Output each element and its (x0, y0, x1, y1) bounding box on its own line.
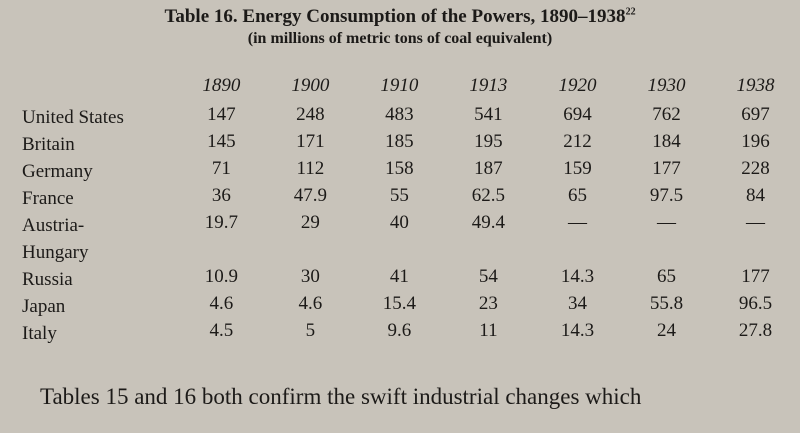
cell: 65 (567, 185, 587, 206)
row-label: Japan (22, 296, 66, 317)
cell: 483 (385, 104, 414, 125)
cell: 541 (474, 104, 503, 125)
cell: 697 (741, 104, 770, 125)
table-row: Britain 145 171 185 195 212 184 196 (22, 131, 800, 158)
cell: 171 (296, 131, 325, 152)
cell: 62.5 (471, 185, 506, 206)
cell: 29 (300, 212, 320, 233)
cell: 96.5 (738, 293, 773, 314)
column-header: 1920 (558, 75, 597, 96)
cell: 97.5 (649, 185, 684, 206)
cell: 184 (652, 131, 681, 152)
cell: 15.4 (382, 293, 417, 314)
cell: 71 (211, 158, 231, 179)
cell: 36 (211, 185, 231, 206)
row-label: Russia (22, 269, 73, 290)
cell: 30 (300, 266, 320, 287)
cell: 762 (652, 104, 681, 125)
cell: 196 (741, 131, 770, 152)
corner (22, 68, 177, 104)
table-row: United States 147 248 483 541 694 762 697 (22, 104, 800, 131)
cell: 10.9 (204, 266, 238, 287)
table-row: Russia 10.9 30 41 54 14.3 65 177 (22, 266, 800, 293)
column-header: 1930 (647, 75, 686, 96)
cell: 248 (296, 104, 325, 125)
row-label: United States (22, 107, 124, 128)
row-label: Italy (22, 323, 57, 344)
cell: 14.3 (560, 320, 595, 341)
row-label: Austria- Hungary (22, 215, 89, 263)
cell: 9.6 (387, 320, 412, 341)
column-header: 1900 (291, 75, 330, 96)
cell: 5 (305, 320, 316, 341)
column-header: 1913 (469, 75, 508, 96)
column-header: 1890 (202, 75, 241, 96)
cell: 19.7 (204, 212, 238, 233)
cell: 112 (296, 158, 325, 179)
row-label: Germany (22, 161, 93, 182)
cell: 158 (385, 158, 414, 179)
cell: 23 (478, 293, 498, 314)
cell: 145 (207, 131, 236, 152)
header-row: 1890 1900 1910 1913 1920 1930 1938 (22, 68, 800, 104)
cell: 228 (741, 158, 770, 179)
table-row: France 36 47.9 55 62.5 65 97.5 84 (22, 185, 800, 212)
cell: 4.5 (209, 320, 234, 341)
cell: — (745, 212, 765, 233)
cell: 177 (741, 266, 770, 287)
row-label: France (22, 188, 74, 209)
cell: 47.9 (293, 185, 328, 206)
cell: 147 (207, 104, 236, 125)
row-label: Britain (22, 134, 75, 155)
cell: 159 (563, 158, 592, 179)
column-header: 1910 (380, 75, 419, 96)
table-subtitle: (in millions of metric tons of coal equi… (247, 30, 553, 47)
table-row: Germany 71 112 158 187 159 177 228 (22, 158, 800, 185)
cell: 41 (389, 266, 409, 287)
cell: — (656, 212, 676, 233)
data-table: 1890 1900 1910 1913 1920 1930 1938 United State… (22, 68, 800, 347)
note-mark: 22 (625, 6, 636, 18)
cell: 55.8 (649, 293, 684, 314)
cell: 65 (656, 266, 676, 287)
cell: — (567, 212, 587, 233)
cell: 14.3 (560, 266, 595, 287)
title-text: Table 16. Energy Consumption of the Powe… (164, 6, 626, 27)
cell: 11 (479, 320, 498, 341)
body-text: Tables 15 and 16 both confirm the swift … (40, 384, 642, 409)
cell: 694 (563, 104, 592, 125)
cell: 177 (652, 158, 681, 179)
cell: 84 (745, 185, 765, 206)
cell: 4.6 (209, 293, 234, 314)
cell: 54 (478, 266, 498, 287)
cell: 55 (389, 185, 409, 206)
cell: 40 (389, 212, 409, 233)
table-title: Table 16. Energy Consumption of the Powe… (0, 6, 800, 28)
cell: 24 (656, 320, 676, 341)
cell: 187 (474, 158, 503, 179)
table-row: Japan 4.6 4.6 15.4 23 34 55.8 96.5 (22, 293, 800, 320)
cell: 27.8 (738, 320, 773, 341)
cell: 49.4 (471, 212, 506, 233)
cell: 34 (567, 293, 587, 314)
cell: 4.6 (298, 293, 323, 314)
cell: 195 (474, 131, 503, 152)
cell: 212 (563, 131, 592, 152)
column-header: 1938 (736, 75, 775, 96)
table-row: Italy 4.5 5 9.6 11 14.3 24 27.8 (22, 320, 800, 347)
table-row: Austria- Hungary 19.7 29 40 49.4 — — — (22, 212, 800, 266)
cell: 185 (385, 131, 414, 152)
